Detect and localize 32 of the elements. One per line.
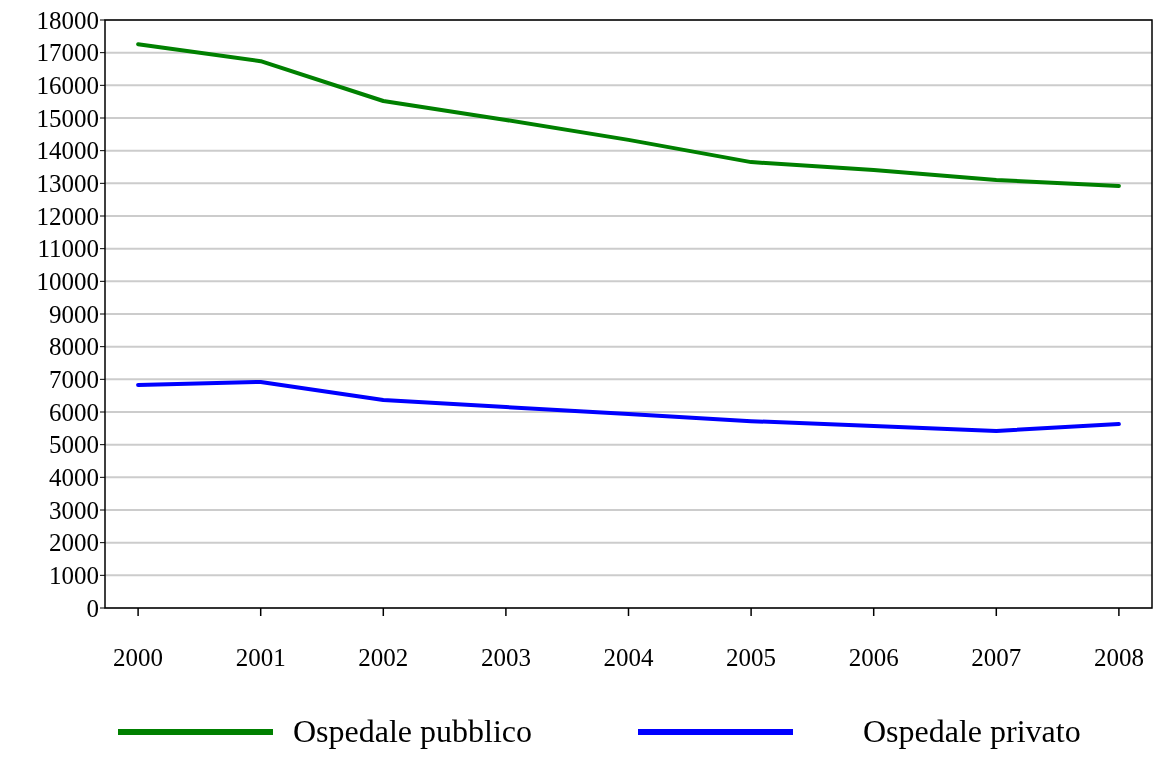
x-tick-label: 2007	[971, 644, 1022, 671]
y-tick-label: 3000	[49, 496, 99, 524]
y-tick-label: 0	[86, 594, 99, 622]
line-series	[136, 42, 1121, 188]
x-tick-label: 2000	[113, 644, 164, 671]
legend-label: Ospedale privato	[863, 713, 1081, 749]
y-tick-label: 6000	[49, 398, 99, 426]
x-tick-label: 2006	[848, 644, 899, 671]
y-tick-label: 5000	[49, 431, 99, 459]
x-tick-label: 2001	[235, 644, 286, 671]
x-tick-label: 2004	[603, 644, 654, 671]
y-tick-label: 17000	[36, 39, 99, 67]
legend-label: Ospedale pubblico	[293, 713, 533, 749]
y-tick-label: 10000	[36, 268, 99, 296]
y-tick-label: 12000	[36, 202, 99, 230]
y-tick-label: 9000	[49, 300, 99, 328]
y-tick-label: 2000	[49, 529, 99, 557]
y-tick-label: 8000	[49, 333, 99, 361]
x-tick-label: 2008	[1093, 644, 1144, 671]
y-tick-label: 18000	[36, 6, 99, 34]
x-tick-label: 2003	[480, 644, 531, 671]
y-tick-label: 11000	[37, 235, 99, 263]
y-tick-label: 15000	[36, 104, 99, 132]
x-tick-label: 2002	[358, 644, 409, 671]
y-tick-label: 14000	[36, 137, 99, 165]
line-series	[136, 379, 1121, 433]
x-tick-label: 2005	[726, 644, 777, 671]
y-tick-label: 13000	[36, 170, 99, 198]
y-tick-label: 4000	[49, 464, 99, 492]
y-tick-label: 16000	[36, 72, 99, 100]
y-tick-label: 7000	[49, 366, 99, 394]
y-tick-label: 1000	[49, 562, 99, 590]
